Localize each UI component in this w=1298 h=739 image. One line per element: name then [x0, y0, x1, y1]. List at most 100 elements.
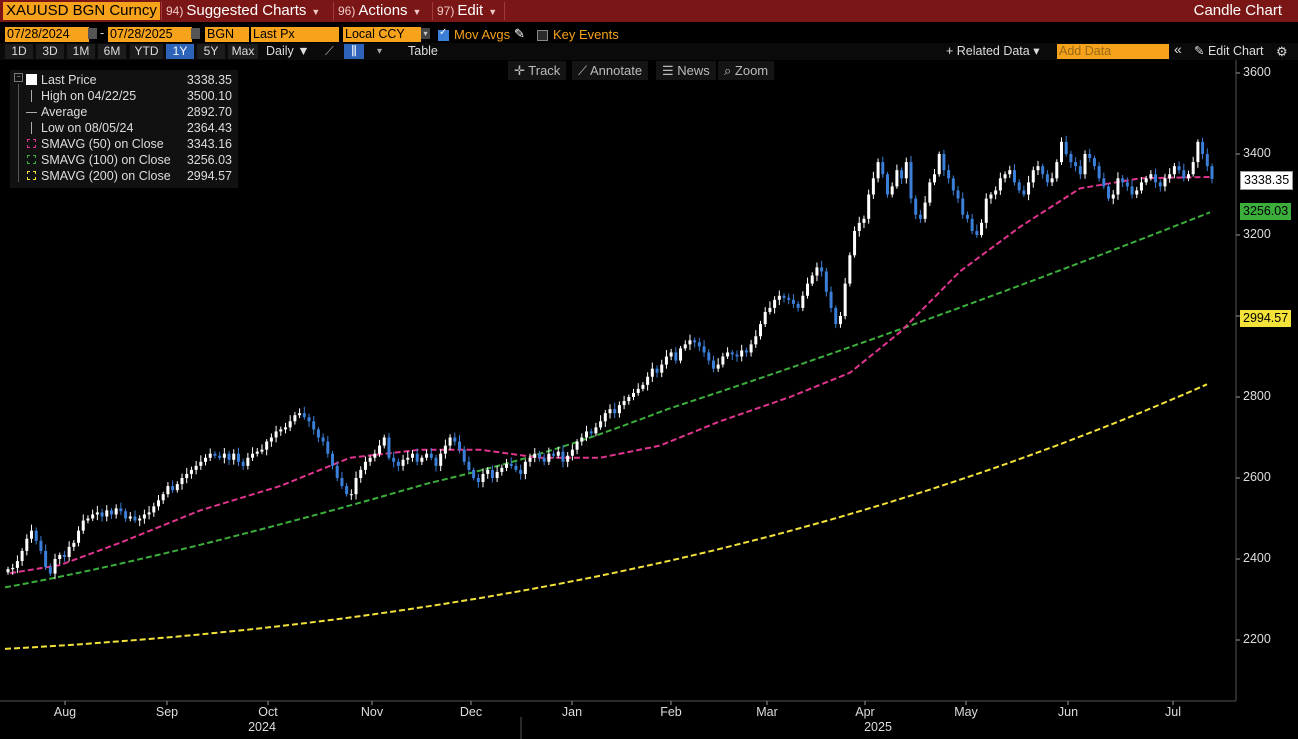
candle-body: [603, 413, 607, 422]
candle: [636, 383, 640, 396]
candle-body: [914, 198, 918, 215]
candle-body: [806, 283, 810, 296]
candle-body: [208, 453, 212, 458]
pencil-icon[interactable]: ✎: [514, 26, 525, 41]
range-button-1m[interactable]: 1M: [67, 44, 95, 59]
calendar-icon[interactable]: [191, 28, 200, 39]
candle: [523, 459, 527, 480]
candle-body: [236, 453, 240, 462]
currency-select[interactable]: Local CCY: [343, 27, 421, 42]
candle: [740, 344, 744, 362]
candle: [989, 192, 993, 204]
candle: [180, 473, 184, 490]
candle: [829, 286, 833, 313]
zoom-tool[interactable]: ⌕ Zoom: [718, 61, 775, 80]
candle-body: [331, 453, 335, 466]
ticker-field[interactable]: XAUUSD BGN Curncy: [3, 2, 160, 20]
period-select[interactable]: Daily ▼: [266, 44, 310, 58]
price-field-select[interactable]: Last Px: [251, 27, 339, 42]
collapse-icon[interactable]: −: [14, 73, 23, 82]
candle-body: [824, 271, 828, 292]
candle-body: [378, 445, 382, 454]
candle: [509, 457, 513, 469]
candle-body: [716, 364, 720, 369]
candle: [387, 433, 391, 461]
start-date-field[interactable]: 07/28/2024: [5, 27, 89, 42]
range-button-1d[interactable]: 1D: [5, 44, 33, 59]
candle-chart-icon[interactable]: ⫼: [344, 44, 364, 59]
range-button-5y[interactable]: 5Y: [197, 44, 225, 59]
line-chart-icon[interactable]: ⟋: [325, 44, 334, 58]
candle-body: [194, 465, 198, 470]
range-button-3d[interactable]: 3D: [36, 44, 64, 59]
candle: [641, 382, 645, 392]
candle: [486, 467, 490, 479]
candle: [429, 448, 433, 461]
candle: [1069, 150, 1073, 168]
candle-body: [1130, 186, 1134, 195]
candle-body: [429, 453, 433, 458]
candle: [472, 467, 476, 481]
candle-body: [439, 453, 443, 466]
collapse-panel-icon[interactable]: «: [1174, 41, 1182, 57]
candle-body: [674, 352, 678, 361]
candle-body: [768, 307, 772, 312]
track-tool[interactable]: ✛ Track: [508, 61, 567, 80]
candle: [481, 468, 485, 488]
candle-body: [575, 441, 579, 450]
range-button-6m[interactable]: 6M: [98, 44, 126, 59]
range-button-max[interactable]: Max: [228, 44, 258, 59]
range-button-1y[interactable]: 1Y: [166, 44, 194, 59]
candle: [67, 541, 71, 562]
candle: [928, 178, 932, 206]
candle-body: [735, 354, 739, 357]
candle: [293, 411, 297, 425]
candle: [246, 452, 250, 470]
news-tool[interactable]: ☰ News: [656, 61, 716, 80]
y-tick-label: 2600: [1243, 470, 1271, 484]
candle-body: [763, 311, 767, 325]
date-range-bar: 07/28/2024 - 07/28/2025 BGN Last Px Loca…: [0, 26, 1298, 43]
suggested-charts-menu[interactable]: 94) Suggested Charts ▼: [166, 0, 320, 22]
line-icon: ⟋: [578, 63, 590, 78]
candle-body: [937, 154, 941, 175]
annotate-tool[interactable]: ⟋ Annotate: [572, 61, 649, 80]
candle: [853, 226, 857, 258]
edit-chart-button[interactable]: ✎ Edit Chart: [1194, 44, 1264, 58]
actions-menu[interactable]: 96) Actions ▼: [338, 0, 421, 22]
related-data-menu[interactable]: + Related Data ▾: [946, 44, 1040, 58]
mov-avgs-label[interactable]: Mov Avgs: [454, 27, 511, 42]
candle-body: [838, 316, 842, 325]
candles: [6, 135, 1214, 580]
candle: [340, 471, 344, 489]
calendar-icon[interactable]: [88, 28, 97, 39]
key-events-checkbox[interactable]: [537, 30, 548, 41]
candle-body: [1027, 182, 1031, 195]
key-events-label[interactable]: Key Events: [553, 27, 619, 42]
gear-icon[interactable]: ⚙: [1276, 44, 1288, 59]
legend-label: SMAVG (50) on Close: [41, 137, 164, 151]
table-button[interactable]: Table: [408, 44, 438, 58]
candle: [100, 508, 104, 522]
candle: [6, 566, 10, 575]
add-data-input[interactable]: Add Data: [1057, 44, 1169, 59]
candle: [1177, 161, 1181, 174]
source-field[interactable]: BGN: [205, 27, 249, 42]
edit-menu[interactable]: 97) Edit ▼: [437, 0, 497, 22]
candle-body: [354, 478, 358, 495]
candle-body: [1205, 154, 1209, 167]
candle-body: [749, 344, 753, 353]
end-date-field[interactable]: 07/28/2025: [108, 27, 192, 42]
candle-body: [862, 218, 866, 223]
candle-body: [542, 457, 546, 462]
candle: [500, 464, 504, 476]
candle: [890, 182, 894, 198]
range-button-ytd[interactable]: YTD: [130, 44, 163, 59]
candle-body: [1045, 174, 1049, 183]
chart-type-dropdown-icon[interactable]: ▾: [377, 46, 383, 57]
dropdown-arrow-icon[interactable]: ▾: [421, 28, 430, 39]
mov-avgs-checkbox[interactable]: [438, 27, 449, 41]
candle: [396, 458, 400, 472]
candle-body: [514, 465, 518, 470]
